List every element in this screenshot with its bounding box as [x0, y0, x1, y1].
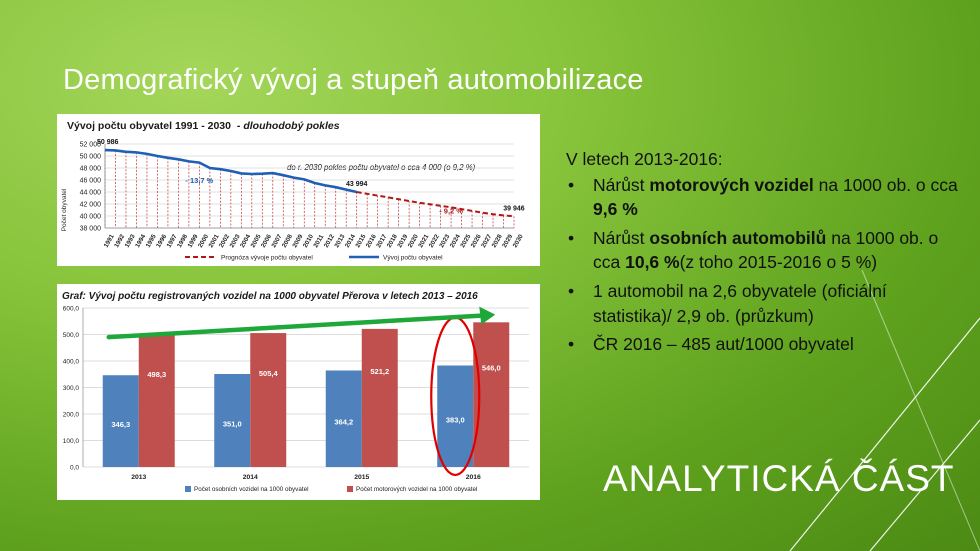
chart1-ytick-label: 48 000 — [80, 166, 102, 173]
chart2-data-label: 546,0 — [482, 364, 501, 373]
chart2-ytick-label: 500,0 — [63, 332, 80, 339]
bullet-text-part: na 1000 ob. o cca — [813, 174, 958, 195]
section-title: ANALYTICKÁ ČÁST — [603, 458, 955, 499]
chart2-ytick-label: 200,0 — [63, 412, 80, 419]
legend-history-label: Vývoj počtu obyvatel — [383, 255, 443, 262]
population-history-line — [104, 148, 357, 194]
population-chart-panel: Vývoj počtu obyvatel 1991 - 2030 - dlouh… — [57, 114, 540, 266]
bullet-text-part: 1 automobil na 2,6 obyvatele (oficiální … — [593, 280, 887, 326]
chart2-data-label: 351,0 — [223, 419, 242, 428]
vehicles-bar-chart: Graf: Vývoj počtu registrovaných vozidel… — [62, 291, 529, 493]
bullet-text-part: na 1000 ob. o cca — [593, 227, 939, 273]
chart1-ytick-label: 38 000 — [80, 226, 102, 233]
motor-vehicles-bar — [361, 328, 398, 467]
trend-arrow-head — [479, 306, 496, 325]
bullet-text-part: 9,6 % — [593, 199, 638, 220]
chart2-data-label: 346,3 — [111, 420, 130, 429]
chart2-data-label: 383,0 — [446, 415, 465, 424]
chart2-ytick-label: 100,0 — [63, 438, 80, 445]
passenger-cars-bar — [437, 365, 474, 467]
motor-vehicles-bar — [250, 333, 287, 467]
motor-vehicles-bar — [138, 334, 175, 467]
chart2-ytick-label: 0,0 — [70, 465, 79, 472]
summary-bullet-list: Nárůst motorových vozidel na 1000 ob. o … — [566, 173, 966, 357]
summary-bullet: Nárůst osobních automobilů na 1000 ob. o… — [566, 226, 966, 275]
legend-passenger-swatch — [185, 486, 191, 492]
chart2-data-label: 521,2 — [370, 367, 389, 376]
chart1-title-main: Vývoj počtu obyvatel 1991 - 2030 — [67, 120, 231, 132]
chart1-data-label: 39 946 — [503, 205, 525, 212]
summary-bullet: ČR 2016 – 485 aut/1000 obyvatel — [566, 332, 966, 357]
chart1-title-suffix: - dlouhodobý pokles — [237, 120, 340, 132]
bullet-text-part: Nárůst — [593, 227, 650, 248]
chart1-data-label: 50 986 — [97, 139, 119, 146]
bullet-text-part: (z toho 2015-2016 o 5 %) — [679, 252, 878, 273]
chart1-ytick-label: 44 000 — [80, 190, 102, 197]
chart2-ytick-label: 400,0 — [63, 359, 80, 366]
chart2-category-label: 2014 — [243, 474, 258, 481]
legend-motor-label: Počet motorových vozidel na 1000 obyvate… — [356, 486, 477, 493]
chart2-category-label: 2015 — [354, 474, 369, 481]
summary-lead: V letech 2013-2016: — [566, 149, 723, 169]
chart2-data-label: 364,2 — [334, 418, 353, 427]
passenger-cars-bar — [325, 370, 362, 467]
bullet-text-part: motorových vozidel — [649, 174, 814, 195]
chart1-ytick-label: 46 000 — [80, 178, 102, 185]
summary-bullet: Nárůst motorových vozidel na 1000 ob. o … — [566, 173, 966, 222]
chart2-title: Graf: Vývoj počtu registrovaných vozidel… — [62, 291, 478, 302]
bullet-text-part: 10,6 % — [625, 252, 680, 273]
chart1-ytick-label: 50 000 — [80, 154, 102, 161]
chart1-data-label: 43 994 — [346, 181, 368, 188]
chart2-ytick-label: 300,0 — [63, 385, 80, 392]
bullet-text-part: ČR 2016 – 485 aut/1000 obyvatel — [593, 334, 854, 355]
chart1-ytick-label: 40 000 — [80, 214, 102, 221]
chart1-ytick-label: 52 000 — [80, 142, 102, 149]
chart1-xtick-label: 2030 — [512, 233, 525, 249]
chart1-title: Vývoj počtu obyvatel 1991 - 2030 - dlouh… — [67, 120, 340, 132]
chart2-data-label: 505,4 — [259, 369, 279, 378]
chart1-change-label: - 9,2 % — [439, 207, 463, 216]
bullet-text-part: osobních automobilů — [649, 227, 827, 248]
passenger-cars-bar — [102, 375, 139, 467]
population-forecast-line — [356, 191, 515, 218]
chart2-data-label: 498,3 — [147, 370, 166, 379]
chart1-annotation: do r. 2030 pokles počtu obyvatel o cca 4… — [287, 163, 476, 172]
chart1-change-label: - 13,7 % — [185, 176, 213, 185]
passenger-cars-bar — [214, 373, 251, 467]
chart1-ytick-label: 42 000 — [80, 202, 102, 209]
bullet-text-part: Nárůst — [593, 174, 650, 195]
chart2-category-label: 2013 — [131, 474, 146, 481]
summary-bullet: 1 automobil na 2,6 obyvatele (oficiální … — [566, 279, 966, 328]
trend-arrow-shaft — [106, 313, 484, 340]
chart2-category-label: 2016 — [466, 474, 481, 481]
vehicles-chart-panel: Graf: Vývoj počtu registrovaných vozidel… — [57, 284, 540, 500]
summary-text: V letech 2013-2016: Nárůst motorových vo… — [566, 147, 966, 361]
chart2-ytick-label: 600,0 — [63, 306, 80, 313]
legend-motor-swatch — [347, 486, 353, 492]
population-line-chart: Vývoj počtu obyvatel 1991 - 2030 - dlouh… — [61, 120, 525, 262]
legend-forecast-label: Prognóza vývoje počtu obyvatel — [221, 255, 313, 262]
legend-passenger-label: Počet osobních vozidel na 1000 obyvatel — [194, 486, 308, 493]
chart1-ylabel: Počet obyvatel — [61, 188, 68, 231]
slide-title: Demografický vývoj a stupeň automobiliza… — [63, 64, 644, 96]
